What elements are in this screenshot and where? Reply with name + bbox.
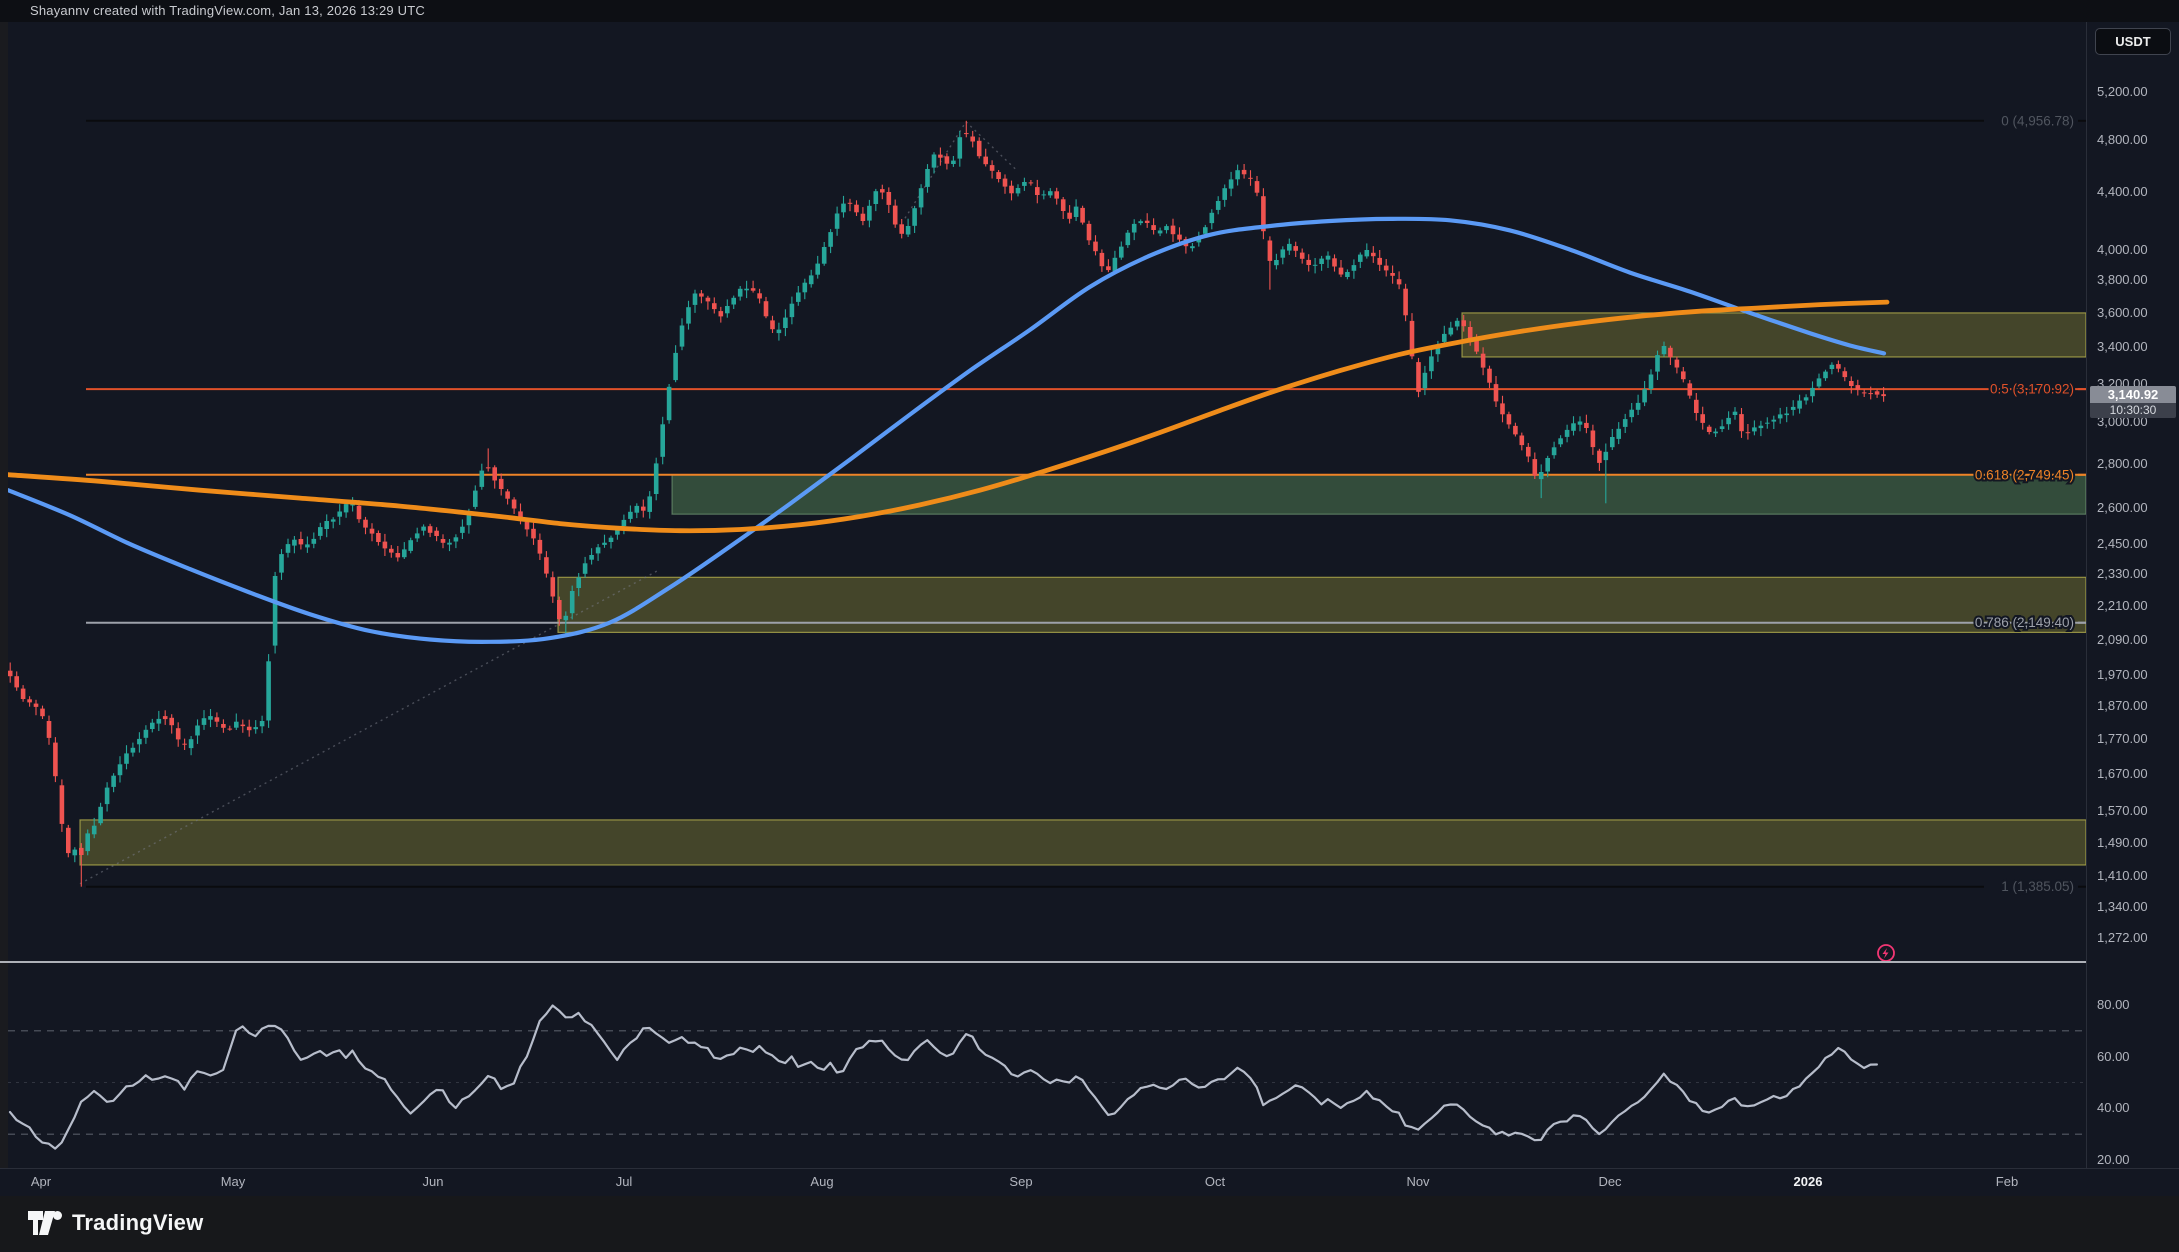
- attribution-bar: Shayannv created with TradingView.com, J…: [0, 0, 2179, 22]
- time-label-Feb: Feb: [1995, 1174, 2019, 1189]
- price-tick-4800: 4,800.00: [2097, 132, 2148, 148]
- time-label-Jun: Jun: [422, 1174, 444, 1189]
- dotted-trendline[interactable]: [79, 568, 661, 885]
- price-tick-4000: 4,000.00: [2097, 241, 2148, 257]
- currency-toggle-button[interactable]: USDT: [2095, 28, 2171, 55]
- price-tick-2210: 2,210.00: [2097, 597, 2148, 613]
- rsi-tick-20: 20.00: [2097, 1151, 2130, 1167]
- attribution-text: Shayannv created with TradingView.com, J…: [30, 3, 425, 18]
- support-zone-1436-1548[interactable]: [79, 819, 2086, 866]
- price-tick-3800: 3,800.00: [2097, 272, 2148, 288]
- time-label-Oct: Oct: [1204, 1174, 1226, 1189]
- tradingview-logo-icon: [28, 1211, 62, 1235]
- tradingview-logo[interactable]: TradingView: [28, 1210, 203, 1236]
- rsi-tick-80: 80.00: [2097, 997, 2130, 1012]
- bar-countdown-label: 10:30:30: [2090, 402, 2176, 418]
- price-tick-3400: 3,400.00: [2097, 339, 2148, 355]
- time-label-Sep: Sep: [1009, 1174, 1033, 1189]
- price-tick-2800: 2,800.00: [2097, 455, 2148, 471]
- fib-label-0.5: 0.5 (3,170.92): [1990, 382, 2074, 397]
- time-label-Apr: Apr: [30, 1174, 52, 1189]
- price-tick-1410: 1,410.00: [2097, 867, 2148, 883]
- chart-background: [8, 22, 2179, 1196]
- price-tick-1272: 1,272.00: [2097, 929, 2148, 945]
- rsi-tick-40: 40.00: [2097, 1100, 2130, 1116]
- price-tick-2330: 2,330.00: [2097, 566, 2148, 582]
- time-label-Aug: Aug: [810, 1174, 834, 1189]
- time-label-2026: 2026: [1793, 1174, 1823, 1189]
- time-label-Nov: Nov: [1406, 1174, 1430, 1189]
- price-tick-4400: 4,400.00: [2097, 184, 2148, 200]
- rsi-line[interactable]: [8, 1004, 1879, 1150]
- price-tick-3000: 3,000.00: [2097, 414, 2148, 430]
- fib-label-0: 0 (4,956.78): [2001, 113, 2074, 128]
- price-tick-3600: 3,600.00: [2097, 304, 2148, 320]
- price-tick-2090: 2,090.00: [2097, 631, 2148, 647]
- price-tick-1570: 1,570.00: [2097, 803, 2148, 819]
- dotted-trendline[interactable]: [965, 121, 1017, 171]
- candlestick-chart-pane[interactable]: 0 (4,956.78) 0.5 (3,170.92) 0.618 (2,749.4…: [8, 22, 2086, 961]
- price-tick-1670: 1,670.00: [2097, 766, 2148, 782]
- fib-label-0.618: 0.618 (2,749.45): [1975, 467, 2074, 482]
- ma-line-orange[interactable]: [8, 299, 1890, 534]
- price-tick-1970: 1,970.00: [2097, 667, 2148, 683]
- support-zone-2115-2318[interactable]: [557, 576, 2086, 633]
- time-axis[interactable]: Apr May Jun Jul Aug Sep Oct Nov Dec 2026 Feb: [0, 1168, 2179, 1196]
- current-price-badge: 3,140.92 10:30:30: [2090, 385, 2176, 418]
- price-tick-1870: 1,870.00: [2097, 698, 2148, 714]
- price-tick-2600: 2,600.00: [2097, 500, 2148, 516]
- time-label-Dec: Dec: [1598, 1174, 1622, 1189]
- bottom-bar: TradingView: [0, 1196, 2179, 1252]
- price-tick-1770: 1,770.00: [2097, 731, 2148, 747]
- tradingview-logo-text: TradingView: [72, 1210, 204, 1235]
- fib-label-0.786: 0.786 (2,149.40): [1975, 615, 2074, 630]
- rsi-indicator-pane[interactable]: [8, 964, 2086, 1168]
- dotted-trendline[interactable]: [904, 121, 967, 219]
- last-price-label: 3,140.92: [2090, 385, 2176, 403]
- rsi-tick-60: 60.00: [2097, 1048, 2130, 1064]
- time-label-May: May: [220, 1174, 246, 1189]
- price-axis[interactable]: USDT 5,200.00 4,800.00 4,400.00 4,000.00 3,8…: [2086, 22, 2179, 1196]
- price-tick-2450: 2,450.00: [2097, 536, 2148, 552]
- ma-line-blue[interactable]: [8, 216, 1887, 644]
- pane-separator[interactable]: [0, 961, 2179, 963]
- fib-label-1: 1 (1,385.05): [2001, 879, 2074, 894]
- price-tick-1340: 1,340.00: [2097, 898, 2148, 914]
- price-tick-5200: 5,200.00: [2097, 84, 2148, 99]
- price-tick-1490: 1,490.00: [2097, 834, 2148, 850]
- golden-pocket-zone-2575-2749[interactable]: [671, 474, 2086, 515]
- flash-icon[interactable]: [1877, 944, 1895, 961]
- time-label-Jul: Jul: [615, 1174, 633, 1189]
